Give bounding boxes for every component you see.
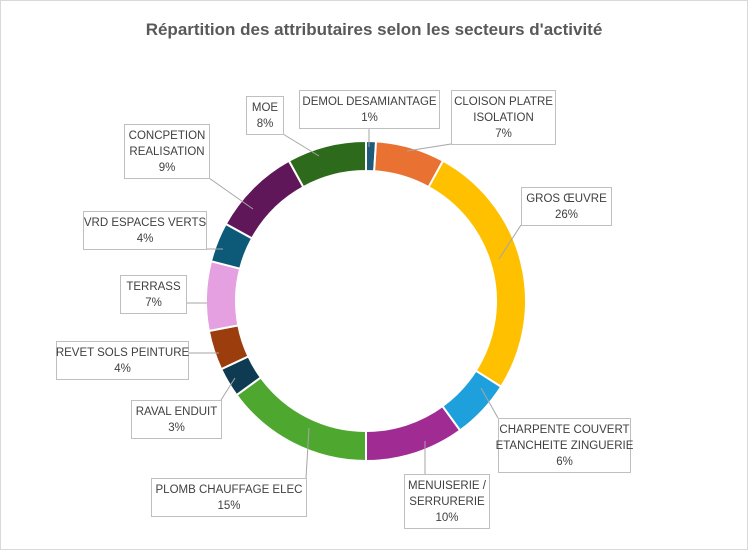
data-label-raval-enduit: RAVAL ENDUIT 3% [131, 400, 222, 439]
data-label-percent: 10% [435, 512, 458, 524]
data-label-box [521, 187, 612, 226]
data-label-category: SERRURERIE [409, 496, 485, 508]
chart-title: Répartition des attributaires selon les … [145, 20, 603, 39]
data-label-percent: 26% [555, 209, 578, 221]
data-label-percent: 3% [168, 422, 185, 434]
data-label-category: CLOISON PLATRE [454, 96, 553, 108]
data-label-vrd-espaces-verts: VRD ESPACES VERTS 4% [83, 211, 207, 250]
leader-line-cloison-platre-isolation [406, 143, 452, 152]
data-label-box [404, 474, 490, 529]
data-label-box [120, 275, 187, 314]
data-label-category: GROS ŒUVRE [526, 193, 607, 205]
data-label-category: VRD ESPACES VERTS [84, 217, 207, 229]
data-label-box [124, 124, 210, 179]
data-label-box [498, 418, 631, 473]
leader-line-concpetion-realisation [208, 177, 254, 210]
data-label-percent: 1% [361, 112, 378, 124]
data-label-box [83, 211, 207, 250]
data-label-category: ISOLATION [473, 112, 534, 124]
data-label-demol-desamiantage: DEMOL DESAMIANTAGE 1% [299, 90, 440, 129]
data-label-box [151, 478, 307, 517]
data-label-percent: 4% [114, 363, 131, 375]
data-label-menuiserie-serrurerie: MENUISERIE / SERRURERIE 10% [404, 474, 490, 529]
data-label-terrass: TERRASS 7% [120, 275, 187, 314]
data-label-category: MOE [252, 102, 279, 114]
data-label-category: MENUISERIE / [408, 480, 487, 492]
data-label-charpente-couvert-etancheite-zinguerie: CHARPENTE COUVERT ETANCHEITE ZINGUERIE 6% [496, 418, 634, 473]
data-label-percent: 7% [145, 297, 162, 309]
data-label-box [299, 90, 440, 129]
data-label-box [246, 96, 284, 135]
leader-line-charpente-couvert-etancheite-zinguerie [480, 387, 499, 419]
data-label-box [451, 90, 556, 145]
data-label-moe: MOE 8% [246, 96, 284, 135]
data-label-concpetion-realisation: CONCPETION REALISATION 9% [124, 124, 210, 179]
leader-line-raval-enduit [220, 377, 236, 401]
data-label-category: TERRASS [126, 281, 181, 293]
slice-menuiserie-serrurerie [365, 404, 462, 463]
data-label-category: PLOMB CHAUFFAGE ELEC [156, 484, 303, 496]
leader-line-gros-uvre [498, 224, 522, 260]
data-label-category: REVET SOLS PEINTURE [56, 347, 190, 359]
data-label-percent: 6% [556, 456, 573, 468]
data-label-percent: 8% [257, 118, 274, 130]
leader-line-plomb-chauffage-elec [305, 427, 310, 479]
data-label-box [56, 341, 189, 380]
data-label-plomb-chauffage-elec: PLOMB CHAUFFAGE ELEC 15% [151, 478, 307, 517]
data-label-category: CHARPENTE COUVERT [499, 424, 629, 436]
data-label-category: DEMOL DESAMIANTAGE [302, 96, 437, 108]
data-label-percent: 7% [495, 128, 512, 140]
leader-line-moe [282, 133, 320, 157]
slice-concpetion-realisation [224, 159, 305, 240]
slice-plomb-chauffage-elec [235, 376, 367, 463]
data-label-percent: 9% [159, 162, 176, 174]
data-label-box [131, 400, 222, 439]
slice-terrass [205, 259, 242, 333]
data-label-revet-sols-peinture: REVET SOLS PEINTURE 4% [56, 341, 190, 380]
slice-moe [287, 139, 367, 189]
data-label-category: CONCPETION [129, 130, 206, 142]
data-label-percent: 15% [217, 500, 240, 512]
data-label-category: RAVAL ENDUIT [136, 406, 218, 418]
data-label-cloison-platre-isolation: CLOISON PLATRE ISOLATION 7% [451, 90, 556, 145]
data-label-gros-uvre: GROS ŒUVRE 26% [521, 187, 612, 226]
slice-gros-uvre [427, 159, 527, 389]
data-label-category: ETANCHEITE ZINGUERIE [496, 440, 634, 452]
data-label-percent: 4% [137, 233, 154, 245]
data-label-category: REALISATION [129, 146, 204, 158]
